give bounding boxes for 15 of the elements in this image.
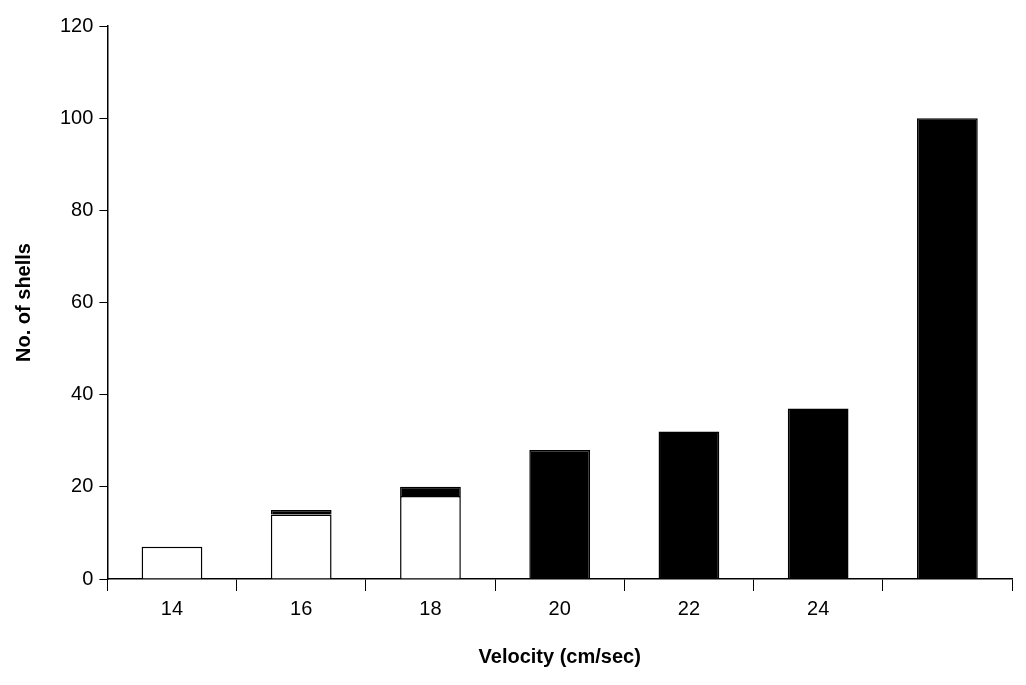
y-tick-label: 40 xyxy=(71,382,94,405)
x-tick-label: 18 xyxy=(419,596,442,619)
x-axis-title: Velocity (cm/sec) xyxy=(478,644,641,667)
y-tick-label: 80 xyxy=(71,197,94,220)
y-tick-label: 100 xyxy=(59,105,94,128)
x-tick-label: 16 xyxy=(290,596,313,619)
y-tick-label: 20 xyxy=(71,474,94,497)
y-tick-label: 120 xyxy=(59,13,94,36)
x-tick-label: 24 xyxy=(807,596,830,619)
y-tick-label: 60 xyxy=(71,290,94,313)
x-tick-label: 22 xyxy=(677,596,701,619)
x-tick-label: 20 xyxy=(548,596,571,619)
x-tick-label: 14 xyxy=(160,596,184,619)
y-tick-label: 0 xyxy=(82,566,94,589)
y-axis-title: No. of shells xyxy=(11,243,34,362)
